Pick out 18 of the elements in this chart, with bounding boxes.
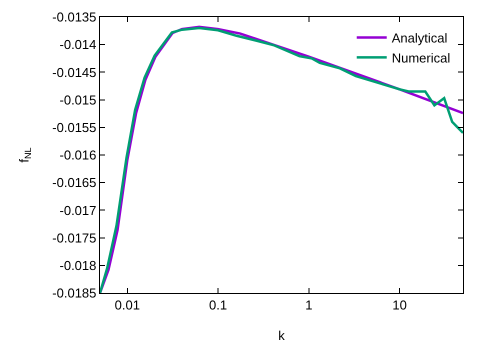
x-tick-label: 10 xyxy=(392,298,407,313)
legend-label: Analytical xyxy=(392,30,448,46)
x-tick-label: 0.1 xyxy=(209,298,228,313)
x-tick-label: 1 xyxy=(305,298,312,313)
x-axis-title: k xyxy=(278,328,286,343)
x-tick-label: 0.01 xyxy=(114,298,140,313)
y-tick-label: -0.017 xyxy=(60,202,96,218)
y-tick-label: -0.0165 xyxy=(52,175,96,190)
y-tick-label: -0.0135 xyxy=(52,10,96,25)
y-tick-label: -0.015 xyxy=(60,92,96,108)
y-tick-label: -0.0185 xyxy=(52,286,96,301)
y-tick-label: -0.0145 xyxy=(52,64,96,80)
y-tick-label: -0.016 xyxy=(60,148,96,163)
y-tick-label: -0.0175 xyxy=(52,230,96,246)
legend-label: Numerical xyxy=(392,50,450,66)
y-tick-label: -0.014 xyxy=(60,37,96,52)
y-tick-label: -0.018 xyxy=(60,258,96,273)
y-tick-label: -0.0155 xyxy=(52,120,96,135)
